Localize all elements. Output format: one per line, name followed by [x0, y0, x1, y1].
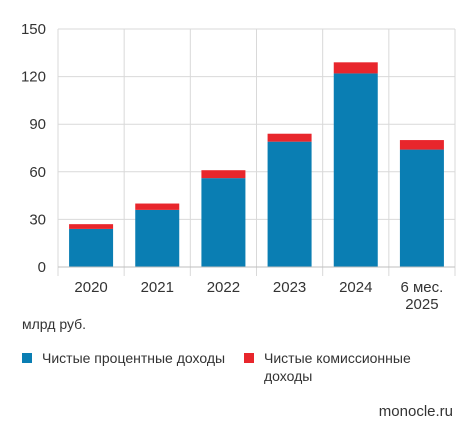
bar-interest-income — [201, 178, 246, 267]
x-tick-label: 2022 — [207, 279, 240, 296]
bar-interest-income — [267, 141, 312, 267]
bar-interest-income — [69, 228, 114, 267]
y-tick-label: 60 — [29, 164, 46, 181]
legend-label-interest: Чистые процентные доходы — [42, 350, 226, 366]
legend-swatch-interest — [22, 353, 32, 363]
source-label: monocle.ru — [378, 403, 453, 420]
x-tick-label: 2020 — [74, 279, 107, 296]
bar-commission-income — [399, 140, 444, 150]
x-tick-label: 2024 — [339, 279, 372, 296]
unit-label: млрд руб. — [22, 316, 87, 332]
y-tick-label: 120 — [21, 69, 46, 86]
bar-interest-income — [135, 209, 180, 267]
y-tick-label: 150 — [21, 21, 46, 38]
bar-commission-income — [201, 170, 246, 179]
stacked-bar-chart: 0 30 60 90 120 150 2020 2021 2022 2023 2024 6 мес. 2… — [21, 21, 456, 313]
bar-commission-income — [69, 224, 114, 229]
legend-swatch-commission — [244, 353, 254, 363]
x-tick-label: 2023 — [273, 279, 306, 296]
y-tick-label: 0 — [38, 259, 46, 276]
bar-commission-income — [267, 133, 312, 142]
bar-commission-income — [135, 203, 180, 210]
legend-item-interest-income: Чистые процентные доходы — [22, 349, 232, 367]
y-tick-label: 30 — [29, 211, 46, 228]
bar-commission-income — [333, 62, 378, 74]
y-tick-label: 90 — [29, 116, 46, 133]
x-tick-label: 2021 — [141, 279, 174, 296]
bar-interest-income — [399, 149, 444, 267]
x-tick-label: 6 мес. 2025 — [400, 279, 443, 313]
legend-label-commission: Чистые комиссионные доходы — [264, 350, 411, 384]
bar-interest-income — [333, 73, 378, 267]
legend-item-commission-income: Чистые комиссионные доходы — [244, 349, 454, 385]
